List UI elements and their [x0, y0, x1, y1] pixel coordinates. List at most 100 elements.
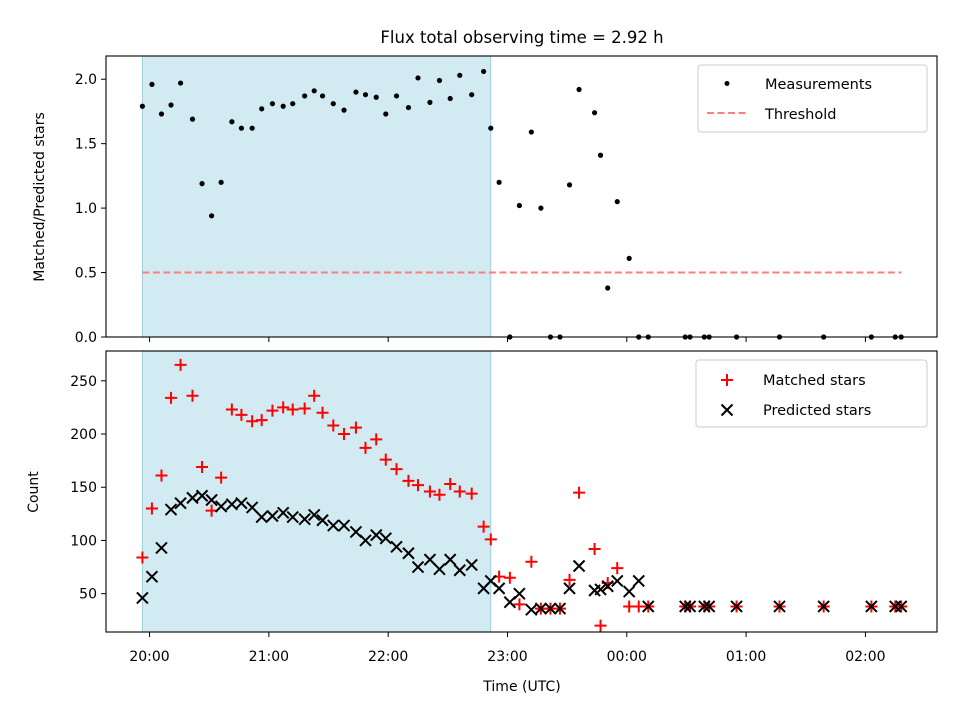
matched-star-point	[215, 471, 228, 484]
predicted-star-point	[563, 582, 576, 595]
legend-matched-marker	[721, 374, 733, 386]
y-tick-label: 1.5	[75, 137, 97, 153]
predicted-star-point	[266, 509, 279, 523]
matched-star-point	[165, 391, 178, 404]
y-tick-label: 0.5	[75, 266, 97, 282]
x-axis-label: Time (UTC)	[482, 679, 560, 695]
predicted-star-point	[594, 583, 607, 596]
predicted-star-point	[544, 602, 557, 615]
predicted-star-point	[572, 559, 586, 573]
predicted-star-point	[174, 497, 187, 510]
predicted-star-point	[327, 519, 340, 532]
predicted-star-point	[730, 600, 743, 613]
measurement-point	[597, 152, 604, 158]
measurement-point	[311, 88, 317, 94]
y-tick-label: 0.0	[75, 330, 97, 346]
predicted-star-point	[205, 493, 218, 507]
predicted-star-point	[553, 602, 567, 615]
measurement-point	[177, 80, 184, 86]
matched-star-point	[594, 619, 607, 632]
matched-star-point	[477, 520, 490, 533]
y-tick-label: 200	[70, 427, 97, 443]
matched-star-point	[235, 408, 248, 421]
matched-star-point	[286, 403, 299, 416]
predicted-star-point	[513, 587, 526, 600]
measurement-point	[516, 202, 523, 209]
measurement-point	[330, 101, 336, 107]
predicted-star-point	[683, 600, 697, 613]
matched-star-point	[513, 598, 526, 611]
measurement-point	[605, 285, 611, 291]
measurement-point	[488, 125, 494, 131]
measurement-point	[259, 106, 265, 112]
measurement-point	[362, 92, 369, 98]
measurement-point	[353, 89, 359, 95]
x-tick-label: 02:00	[845, 649, 885, 665]
matched-star-point	[503, 571, 516, 584]
predicted-star-point	[286, 510, 299, 524]
matched-star-point	[588, 542, 601, 555]
predicted-star-point	[214, 500, 228, 513]
measurement-point	[626, 255, 632, 261]
matched-star-point	[379, 453, 392, 466]
legend-matched-label: Matched stars	[763, 373, 866, 389]
matched-star-point	[573, 486, 586, 499]
predicted-star-point	[235, 497, 248, 510]
matched-star-point	[359, 441, 372, 454]
legend-measurements-marker	[724, 81, 730, 86]
y-tick-label: 2.0	[75, 72, 97, 88]
matched-star-point	[433, 488, 446, 501]
predicted-star-point	[817, 600, 830, 613]
legend-predicted-marker	[720, 403, 734, 417]
measurement-point	[302, 93, 308, 99]
matched-star-point	[174, 358, 187, 371]
matched-star-point	[611, 562, 624, 575]
measurement-point	[199, 181, 205, 187]
predicted-star-point	[379, 532, 392, 545]
legend-threshold-label: Threshold	[764, 107, 836, 123]
y-tick-label: 150	[70, 480, 97, 496]
matched-star-point	[225, 403, 238, 416]
matched-star-point	[327, 419, 340, 432]
measurement-point	[280, 103, 286, 109]
predicted-star-point	[276, 506, 290, 519]
predicted-star-point	[622, 585, 636, 598]
predicted-star-point	[337, 519, 351, 532]
axes-frame	[105, 55, 938, 338]
predicted-star-point	[773, 600, 786, 613]
measurement-point	[319, 93, 326, 99]
predicted-star-point	[145, 570, 159, 583]
measurement-point	[238, 125, 245, 131]
measurement-point	[383, 111, 389, 117]
measurement-point	[496, 179, 502, 185]
measurement-point	[229, 119, 235, 125]
x-tick-label: 01:00	[726, 649, 766, 665]
ratio-panel: 0.0 0.5 1.0 1.5 2.0	[75, 55, 938, 346]
matched-star-point	[298, 402, 311, 415]
measurement-point	[405, 104, 412, 111]
x-tick-label: 21:00	[249, 649, 289, 665]
x-tick-label: 00:00	[607, 649, 647, 665]
measurement-point	[447, 95, 453, 102]
predicted-star-point	[186, 491, 199, 505]
matched-star-point	[316, 406, 329, 419]
predicted-star-point	[534, 602, 548, 615]
predicted-star-point	[195, 489, 209, 502]
measurement-point	[139, 103, 145, 109]
measurement-point	[341, 107, 347, 113]
predicted-star-point	[698, 600, 711, 613]
matched-star-point	[465, 487, 478, 500]
measurement-point	[189, 116, 196, 122]
matched-star-point	[136, 551, 149, 564]
predicted-star-point	[298, 512, 311, 526]
matched-star-point	[563, 573, 576, 586]
measurement-point	[373, 94, 379, 100]
count-y-axis-label: Count	[26, 471, 42, 513]
measurement-point	[591, 110, 598, 116]
predicted-star-point	[164, 503, 178, 516]
predicted-star-point	[611, 574, 624, 588]
measurement-point	[469, 92, 475, 98]
y-tick-label: 1.0	[75, 201, 97, 217]
measurement-point	[481, 68, 487, 75]
x-tick-label: 22:00	[368, 649, 408, 665]
